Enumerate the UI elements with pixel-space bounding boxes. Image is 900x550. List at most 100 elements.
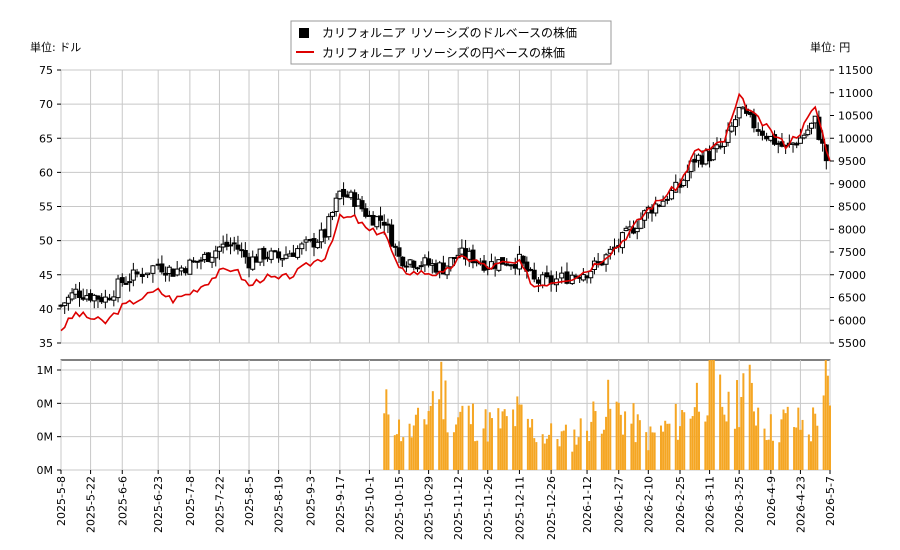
volume-bar <box>691 416 694 470</box>
volume-bar <box>617 402 620 470</box>
candle-body <box>235 244 241 250</box>
volume-bar <box>801 419 804 470</box>
volume-bar <box>814 413 817 470</box>
y-tick-label-right: 6000 <box>838 314 866 327</box>
y-tick-label-right: 7000 <box>838 269 866 282</box>
volume-bar <box>431 391 434 470</box>
candle-body <box>115 278 121 299</box>
volume-bar <box>695 382 698 470</box>
x-tick-label: 2025-11-26 <box>482 476 495 540</box>
volume-bar <box>497 408 500 470</box>
volume-bar <box>383 413 386 470</box>
volume-bar <box>757 407 760 470</box>
volume-bar <box>607 379 610 470</box>
volume-bar <box>683 412 686 470</box>
candle-body <box>740 106 746 110</box>
volume-bar <box>767 439 770 470</box>
volume-bar <box>824 360 827 470</box>
x-tick-label: 2026-3-25 <box>733 476 746 533</box>
volume-bar <box>638 420 641 470</box>
volume-bar <box>708 360 711 470</box>
candle-body <box>119 277 125 283</box>
volume-bar <box>653 432 656 470</box>
x-tick-label: 2025-6-6 <box>116 476 129 526</box>
candle-body <box>76 290 82 299</box>
candle-body <box>139 273 145 277</box>
volume-bar <box>763 428 766 470</box>
candle-body <box>564 271 570 284</box>
volume-bar <box>499 428 502 470</box>
volume-bar <box>740 396 743 470</box>
y-tick-label-volume: 0M <box>37 464 54 477</box>
volume-bar <box>632 403 635 470</box>
volume-bar <box>630 423 633 470</box>
volume-bar <box>446 432 449 470</box>
volume-bar <box>649 426 652 470</box>
y-tick-label-left: 65 <box>39 132 53 145</box>
volume-bar <box>474 441 477 470</box>
candle-body <box>426 258 432 266</box>
y-tick-label-right: 8000 <box>838 223 866 236</box>
volume-bar <box>512 409 515 470</box>
volume-bar <box>668 423 671 470</box>
volume-bar <box>689 418 692 470</box>
y-tick-label-right: 11500 <box>838 64 873 77</box>
volume-bar <box>752 411 755 470</box>
candle-body <box>170 268 176 277</box>
candle-body <box>736 106 742 119</box>
volume-bar <box>816 425 819 470</box>
volume-bar <box>398 419 401 470</box>
candle-body <box>470 249 476 264</box>
y-tick-label-right: 10000 <box>838 132 873 145</box>
volume-bar <box>676 439 679 470</box>
volume-bar <box>385 389 388 470</box>
volume-bar <box>605 416 608 470</box>
x-tick-label: 2026-4-9 <box>765 476 778 526</box>
jpy-price-line <box>60 92 831 332</box>
volume-bar <box>469 424 472 470</box>
x-tick-label: 2025-10-29 <box>423 476 436 540</box>
volume-bar <box>733 428 736 470</box>
candle-body <box>794 143 800 146</box>
candle-body <box>653 203 659 214</box>
candle-body <box>559 272 565 279</box>
candle-body <box>213 250 219 259</box>
x-tick-label: 2025-11-12 <box>452 476 465 540</box>
y-tick-label-right: 5500 <box>838 337 866 350</box>
volume-bar <box>414 414 417 470</box>
y-tick-label-left: 40 <box>39 303 53 316</box>
volume-bar <box>651 432 654 470</box>
y-tick-label-left: 45 <box>39 269 53 282</box>
x-tick-label: 2025-12-26 <box>545 476 558 540</box>
volume-bar <box>503 409 506 470</box>
x-tick-label: 2025-7-22 <box>213 476 226 533</box>
volume-bar <box>704 421 707 470</box>
candle-body <box>326 216 332 238</box>
x-tick-label: 2025-5-22 <box>85 476 98 533</box>
volume-bar <box>412 425 415 470</box>
candle-body <box>62 302 68 307</box>
y-tick-label-left: 60 <box>39 166 53 179</box>
candle-body <box>403 265 409 268</box>
volume-bar <box>518 404 521 470</box>
candle-body <box>448 257 454 268</box>
y-tick-label-left: 50 <box>39 235 53 248</box>
volume-bar <box>573 429 576 470</box>
x-tick-label: 2025-10-1 <box>363 476 376 533</box>
volume-bar <box>723 414 726 470</box>
volume-bar <box>590 421 593 470</box>
y-tick-label-right: 6500 <box>838 292 866 305</box>
volume-bar <box>624 411 627 470</box>
candle-body <box>378 215 384 221</box>
volume-bar <box>444 380 447 470</box>
volume-bar <box>423 419 426 470</box>
volume-bar <box>786 406 789 470</box>
x-tick-label: 2025-8-19 <box>273 476 286 533</box>
volume-bar <box>738 427 741 470</box>
candle-body <box>591 260 597 271</box>
candle-body <box>634 227 640 233</box>
candle-body <box>392 245 398 248</box>
volume-bar <box>600 433 603 470</box>
volume-bar <box>797 407 800 470</box>
volume-bar <box>400 441 403 470</box>
